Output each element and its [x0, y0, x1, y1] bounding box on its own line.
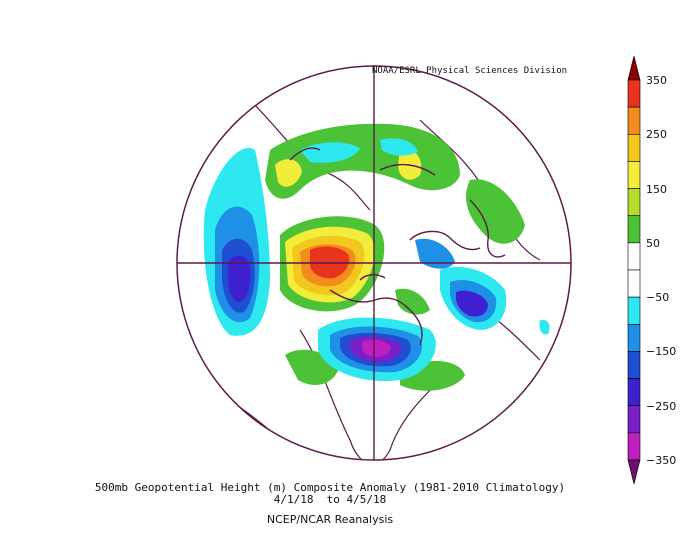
caption-date-range: 4/1/18 to 4/5/18: [273, 493, 387, 506]
caption-title: 500mb Geopotential Height (m) Composite …: [94, 481, 566, 494]
colorbar-tick-label: 50: [646, 236, 660, 250]
colorbar-tick-label: −350: [646, 454, 677, 467]
colorbar-segment: [627, 106, 641, 135]
colorbar-segment: [627, 161, 641, 189]
colorbar-segment: [627, 242, 641, 271]
globe-border: [176, 65, 572, 461]
colorbar-segment: [627, 79, 641, 108]
colorbar-arrow-bottom: [627, 459, 641, 485]
colorbar-segment: [627, 351, 641, 379]
colorbar-tick-label: −50: [646, 291, 670, 305]
colorbar-segment: [627, 323, 641, 352]
colorbar-segments: [627, 55, 641, 485]
colorbar: [627, 55, 641, 485]
positive-anomalies: [265, 123, 525, 391]
colorbar-segment: [627, 133, 641, 162]
colorbar-segment: [627, 188, 641, 217]
colorbar-segment: [627, 215, 641, 244]
colorbar-tick-label: −250: [646, 399, 677, 413]
colorbar-tick-label: −150: [646, 345, 677, 359]
anomaly-field: [177, 66, 571, 460]
caption-source: NCEP/NCAR Reanalysis: [266, 513, 394, 526]
coastlines-detail: [289, 147, 506, 346]
colorbar-segment: [627, 405, 641, 434]
colorbar-tick-label: 150: [646, 182, 667, 196]
negative-anomalies: [203, 138, 550, 381]
colorbar-segment: [627, 296, 641, 325]
colorbar-segment: [627, 269, 641, 298]
colorbar-arrow-top: [627, 55, 641, 81]
colorbar-segment: [627, 432, 641, 461]
colorbar-tick-label: 350: [646, 74, 667, 87]
credit-text: NOAA/ESRL Physical Sciences Division: [372, 66, 568, 76]
colorbar-segment: [627, 378, 641, 407]
colorbar-tick-label: 250: [646, 128, 667, 142]
